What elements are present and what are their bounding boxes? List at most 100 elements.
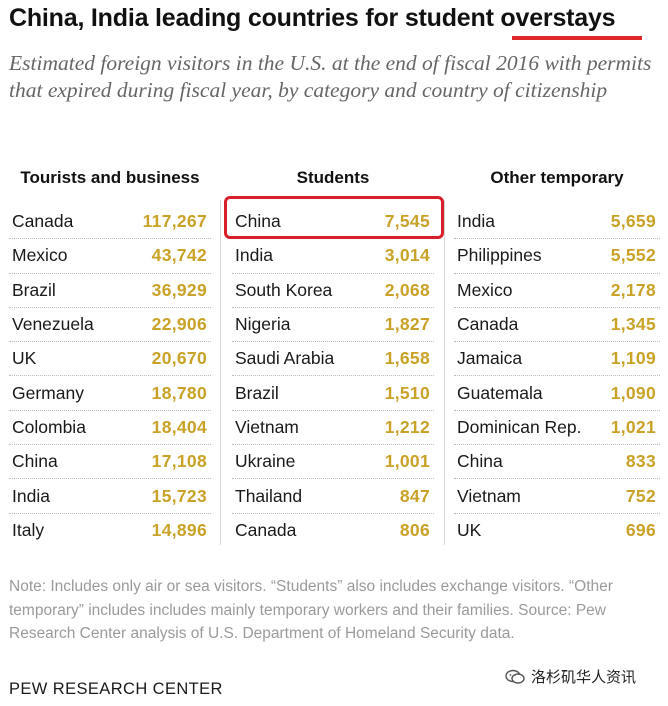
overstay-count: 7,545 [384, 211, 430, 232]
overstay-count: 20,670 [151, 348, 207, 369]
table-row: Canada 117,267 [9, 205, 211, 240]
column-rows: China 7,545 India 3,014 South Korea 2,068 Nige… [232, 205, 434, 548]
overstay-count: 806 [399, 520, 430, 541]
country-name: Guatemala [457, 382, 543, 403]
table-row: Brazil 36,929 [9, 274, 211, 308]
table-row: Canada 806 [232, 514, 434, 548]
table-row: Dominican Rep. 1,021 [454, 411, 660, 446]
country-name: Vietnam [457, 485, 521, 506]
country-name: India [235, 245, 273, 266]
overstay-count: 18,404 [151, 416, 207, 437]
column-header: Tourists and business [20, 168, 200, 187]
table-row: Thailand 847 [232, 479, 434, 514]
country-name: Canada [12, 211, 74, 232]
country-name: Canada [457, 314, 519, 335]
country-name: Ukraine [235, 451, 296, 472]
country-name: Brazil [12, 279, 56, 300]
table-row: Ukraine 1,001 [232, 445, 434, 480]
column-divider [444, 200, 445, 545]
column-tourists-business: Tourists and business Canada 117,267 Mexic… [9, 165, 211, 548]
table-row: Canada 1,345 [454, 308, 660, 343]
country-name: Dominican Rep. [457, 416, 582, 437]
overstay-count: 1,510 [384, 382, 430, 403]
watermark: 洛杉矶华人资讯 [505, 666, 636, 687]
overstay-count: 5,659 [610, 211, 656, 232]
table-row: UK 20,670 [9, 342, 211, 377]
page-title: China, India leading countries for stude… [9, 4, 616, 32]
table-row: Vietnam 1,212 [232, 411, 434, 446]
country-name: China [235, 211, 281, 232]
country-name: Venezuela [12, 314, 94, 335]
table-row: UK 696 [454, 514, 660, 548]
overstay-count: 18,780 [151, 382, 207, 403]
brand-footer: PEW RESEARCH CENTER [9, 680, 223, 698]
table-row: Philippines 5,552 [454, 239, 660, 274]
overstay-count: 1,090 [610, 382, 656, 403]
watermark-text: 洛杉矶华人资讯 [531, 669, 637, 686]
overstay-count: 1,109 [610, 348, 656, 369]
country-name: Nigeria [235, 314, 291, 335]
overstay-count: 833 [625, 451, 656, 472]
table-row: India 3,014 [232, 239, 434, 274]
overstay-count: 17,108 [151, 451, 207, 472]
column-other-temporary: Other temporary India 5,659 Philippines 5,5… [454, 165, 660, 548]
country-name: Canada [235, 520, 297, 541]
overstay-count: 36,929 [151, 279, 207, 300]
overstay-count: 43,742 [151, 245, 207, 266]
overstay-count: 1,212 [384, 416, 430, 437]
country-name: India [12, 485, 50, 506]
table-row: South Korea 2,068 [232, 274, 434, 308]
table-row: Jamaica 1,109 [454, 342, 660, 377]
table-row: India 5,659 [454, 205, 660, 240]
country-name: Italy [12, 520, 45, 541]
overstay-count: 15,723 [151, 485, 207, 506]
overstay-count: 847 [399, 485, 430, 506]
page-subtitle: Estimated foreign visitors in the U.S. a… [9, 51, 652, 102]
country-name: UK [12, 348, 37, 369]
country-name: Colombia [12, 416, 86, 437]
table-row: Mexico 2,178 [454, 274, 660, 308]
overstay-count: 117,267 [142, 211, 207, 232]
table-row: Nigeria 1,827 [232, 308, 434, 343]
overstay-count: 1,827 [384, 314, 430, 335]
table-row: Venezuela 22,906 [9, 308, 211, 343]
china-students-highlight-box [224, 196, 444, 239]
wechat-icon [505, 669, 525, 684]
overstay-count: 1,001 [384, 451, 430, 472]
country-name: Thailand [235, 485, 303, 506]
overstay-count: 752 [625, 485, 656, 506]
country-name: China [457, 451, 503, 472]
country-name: South Korea [235, 279, 333, 300]
table-row: Germany 18,780 [9, 376, 211, 411]
table-row: China 833 [454, 445, 660, 480]
column-students: Students China 7,545 India 3,014 South Korea… [232, 165, 434, 548]
table-row: Italy 14,896 [9, 514, 211, 548]
country-name: Brazil [235, 382, 279, 403]
country-name: Germany [12, 382, 84, 403]
table-row: Guatemala 1,090 [454, 376, 660, 411]
title-highlight-underline [512, 36, 642, 40]
column-header: Other temporary [490, 168, 624, 187]
overstay-count: 5,552 [610, 245, 656, 266]
table-row: Vietnam 752 [454, 479, 660, 514]
overstay-count: 14,896 [151, 520, 207, 541]
table-row: Colombia 18,404 [9, 411, 211, 446]
country-name: China [12, 451, 58, 472]
table-row: Brazil 1,510 [232, 376, 434, 411]
overstay-count: 1,658 [384, 348, 430, 369]
overstay-count: 2,178 [610, 279, 656, 300]
table-row: Saudi Arabia 1,658 [232, 342, 434, 377]
source-note: Note: Includes only air or sea visitors.… [9, 578, 613, 642]
country-name: Philippines [457, 245, 542, 266]
overstay-count: 22,906 [151, 314, 207, 335]
column-rows: Canada 117,267 Mexico 43,742 Brazil 36,929 Ven… [9, 205, 211, 548]
country-name: UK [457, 520, 482, 541]
table-row: China 17,108 [9, 445, 211, 480]
country-name: Mexico [457, 279, 513, 300]
column-divider [220, 200, 221, 545]
overstay-count: 3,014 [384, 245, 430, 266]
country-name: Jamaica [457, 348, 523, 369]
country-name: Saudi Arabia [235, 348, 335, 369]
country-name: Vietnam [235, 416, 299, 437]
column-rows: India 5,659 Philippines 5,552 Mexico 2,178 Can… [454, 205, 660, 548]
